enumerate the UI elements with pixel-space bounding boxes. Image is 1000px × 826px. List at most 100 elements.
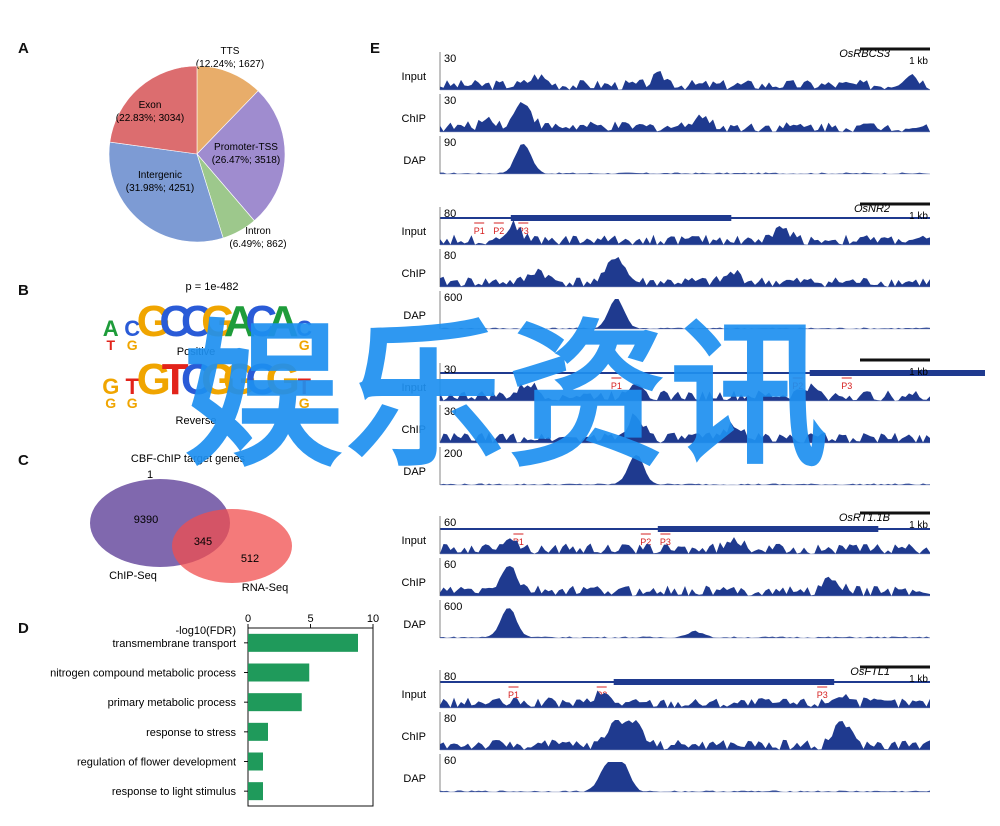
- motif-forward-letter-minor: G: [127, 337, 138, 353]
- venn-left-label: ChIP-Seq: [109, 570, 157, 582]
- motif-forward-letter-minor: T: [106, 337, 115, 353]
- venn-title: CBF-ChIP target genes: [131, 453, 246, 465]
- venn-overlap-count: 345: [194, 536, 212, 548]
- bar: [248, 752, 263, 771]
- venn-right-count: 512: [241, 553, 259, 565]
- peak-label: P2: [792, 381, 803, 391]
- track-scale: 60: [444, 517, 456, 529]
- motif-reverse-letter-minor: G: [105, 395, 116, 411]
- motif-reverse-letter-minor: G: [299, 395, 310, 411]
- motif-reverse-letter: G: [102, 374, 119, 399]
- pie-label-intron: Intron: [245, 226, 271, 237]
- motif-reverse-letter: G: [266, 355, 300, 404]
- pie-slice-intergenic: [108, 141, 224, 243]
- track-label: ChIP: [402, 268, 426, 280]
- pie-chart: TTS (12.24%; 1627) Promoter-TSS (26.47%; 35…: [108, 46, 287, 250]
- motif-reverse-letter: T: [126, 374, 140, 399]
- gene-exon: [809, 370, 985, 376]
- track-label: Input: [402, 71, 426, 83]
- track-scale: 200: [444, 448, 462, 460]
- track-scale: 80: [444, 671, 456, 683]
- pie-slice-tts: [196, 65, 259, 155]
- pie-value-intergenic: (31.98%; 4251): [126, 183, 194, 194]
- panel-letter-c: C: [18, 452, 29, 469]
- track-scale: 80: [444, 713, 456, 725]
- coverage-track: [440, 413, 930, 443]
- peak-label: P3: [817, 690, 828, 700]
- track-scale: 30: [444, 406, 456, 418]
- peak-label: P1: [513, 537, 524, 547]
- motif-forward-letter: A: [224, 297, 256, 346]
- track-label: Input: [402, 382, 426, 394]
- x-axis-label: -log10(FDR): [175, 625, 236, 637]
- track-scale: 90: [444, 137, 456, 149]
- track-scale: 600: [444, 292, 462, 304]
- coverage-track: [440, 70, 930, 90]
- motif-reverse-letter: G: [201, 355, 235, 404]
- track-label: DAP: [403, 466, 426, 478]
- track-label: ChIP: [402, 113, 426, 125]
- coverage-track: [440, 382, 930, 401]
- coverage-track: [440, 608, 930, 638]
- track-label: DAP: [403, 310, 426, 322]
- bar: [248, 782, 263, 801]
- coverage-track: [440, 257, 930, 287]
- pie-value-tts: (12.24%; 1627): [196, 59, 264, 70]
- track-scale: 30: [444, 53, 456, 65]
- bar: [248, 663, 310, 682]
- category-label: response to light stimulus: [112, 786, 237, 798]
- coverage-track: [440, 762, 930, 792]
- motif-reverse-letter: C: [245, 355, 277, 404]
- pie-label-intergenic: Intergenic: [138, 170, 182, 181]
- scale-label: 1 kb: [909, 367, 928, 378]
- scale-label: 1 kb: [909, 520, 928, 531]
- motif-forward-label: Positive: [177, 346, 216, 358]
- track-label: ChIP: [402, 424, 426, 436]
- gene-name: OsRBCS3: [839, 48, 891, 60]
- motif-forward-letter: C: [296, 316, 312, 341]
- track-label: ChIP: [402, 577, 426, 589]
- bar: [248, 633, 358, 652]
- coverage-track: [440, 566, 930, 596]
- motif-forward-letter: C: [245, 297, 277, 346]
- track-label: DAP: [403, 619, 426, 631]
- pie-label-exon: Exon: [139, 100, 162, 111]
- peak-label: P3: [660, 537, 671, 547]
- track-scale: 60: [444, 559, 456, 571]
- peak-label: P3: [518, 226, 529, 236]
- track-label: DAP: [403, 155, 426, 167]
- peak-label: P3: [841, 381, 852, 391]
- panel-letter-e: E: [370, 40, 381, 57]
- venn-count-note: 1: [147, 469, 153, 481]
- motif-reverse-letter-minor: G: [127, 395, 138, 411]
- pie-value-exon: (22.83%; 3034): [116, 113, 184, 124]
- peak-label: P1: [611, 381, 622, 391]
- genome-tracks-panel: OsRBCS3 1 kb Input 30 ChIP 30 DAP 90 P1 P2 P3 OsNR2…: [402, 47, 985, 793]
- gene-name: OsNR2: [854, 203, 890, 215]
- motif-reverse-letter: T: [162, 355, 189, 404]
- coverage-track: [440, 720, 930, 750]
- motif-forward-letter: G: [137, 297, 171, 346]
- gene-name: OsFTL1: [850, 666, 890, 678]
- peak-label: P1: [474, 226, 485, 236]
- pie-slice-promoter-tss: [196, 90, 286, 222]
- scale-label: 1 kb: [909, 56, 928, 67]
- peak-label: P1: [508, 690, 519, 700]
- pie-value-intron: (6.49%; 862): [229, 239, 286, 250]
- track-label: Input: [402, 535, 426, 547]
- motif-pvalue: p = 1e-482: [186, 281, 239, 293]
- venn-circle-rna: [172, 509, 292, 583]
- category-label: regulation of flower development: [77, 757, 236, 769]
- coverage-track: [440, 219, 930, 245]
- motif-reverse-letter: C: [181, 355, 213, 404]
- track-scale: 80: [444, 208, 456, 220]
- motif-forward-letter: A: [103, 316, 119, 341]
- pie-label-tts: TTS: [221, 46, 240, 57]
- category-label: response to stress: [146, 727, 236, 739]
- plot-frame: [247, 627, 374, 807]
- panel-letter-a: A: [18, 40, 29, 57]
- bar: [248, 693, 302, 712]
- category-label: transmembrane transport: [113, 638, 237, 650]
- scale-label: 1 kb: [909, 211, 928, 222]
- track-label: Input: [402, 689, 426, 701]
